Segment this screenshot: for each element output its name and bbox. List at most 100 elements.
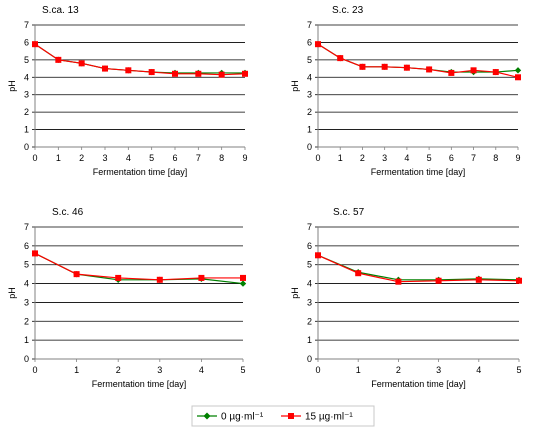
y-tick-label: 2: [307, 107, 312, 117]
data-point-square: [516, 277, 522, 284]
x-axis-label: Fermentation time [day]: [93, 167, 188, 177]
data-point-square: [355, 270, 362, 277]
series-line-0: [317, 43, 519, 73]
x-axis-label: Fermentation time [day]: [92, 379, 187, 389]
x-tick-label: 0: [32, 153, 37, 163]
y-tick-label: 1: [307, 335, 312, 345]
chart-panel-2: S.c. 46 0 1 2 3 4 5 6 7 0 1 2 3 4 5 Fermentation time […: [7, 207, 247, 389]
y-tick-label: 7: [24, 20, 29, 30]
x-tick-label: 5: [516, 365, 521, 375]
y-axis-label: pH: [7, 80, 17, 92]
x-tick-label: 7: [196, 153, 201, 163]
x-tick-label: 8: [493, 153, 498, 163]
data-point-square: [381, 63, 388, 70]
y-tick-label: 4: [307, 279, 312, 289]
data-point-square: [448, 69, 455, 76]
x-tick-label: 1: [56, 153, 61, 163]
y-tick-label: 5: [24, 55, 29, 65]
x-tick-label: 5: [240, 365, 245, 375]
data-point-square: [435, 277, 442, 284]
data-point-square: [240, 274, 246, 281]
data-point-square: [470, 67, 477, 74]
x-axis-label: Fermentation time [day]: [371, 379, 466, 389]
y-tick-label: 2: [307, 316, 312, 326]
series-line-1: [317, 43, 519, 78]
chart-title: S.c. 46: [52, 207, 84, 218]
x-tick-label: 4: [199, 365, 204, 375]
x-tick-label: 0: [315, 365, 320, 375]
data-point-square: [125, 67, 132, 74]
x-tick-label: 4: [126, 153, 131, 163]
data-point-square: [315, 252, 321, 259]
y-tick-label: 4: [24, 72, 29, 82]
chart-panel-0: S.ca. 13 0 1 2 3 4 5 6 7 0 1 2 3 4 5 6 7 8 9 Fermentation t…: [7, 5, 249, 177]
y-tick-label: 5: [24, 260, 29, 270]
y-tick-label: 2: [24, 316, 29, 326]
series-line-1: [317, 254, 520, 283]
x-tick-label: 3: [157, 365, 162, 375]
y-tick-label: 7: [307, 20, 312, 30]
data-point-square: [148, 69, 155, 76]
data-point-square: [55, 56, 62, 63]
legend-label-0: 0 µg·ml⁻¹: [221, 412, 264, 423]
y-tick-label: 7: [24, 222, 29, 232]
data-point-square: [492, 69, 499, 76]
legend-marker-square: [288, 413, 294, 419]
y-tick-label: 6: [307, 241, 312, 251]
legend-marker-diamond: [203, 412, 211, 420]
data-point-diamond: [514, 67, 522, 74]
y-tick-label: 7: [307, 222, 312, 232]
legend: 0 µg·ml⁻¹ 15 µg·ml⁻¹: [191, 405, 375, 427]
x-tick-label: 7: [471, 153, 476, 163]
x-tick-label: 4: [404, 153, 409, 163]
data-point-square: [172, 70, 178, 77]
data-point-square: [218, 71, 225, 78]
x-tick-label: 2: [116, 365, 121, 375]
x-tick-label: 1: [338, 153, 343, 163]
x-tick-label: 2: [79, 153, 84, 163]
series-line-0: [34, 43, 245, 74]
y-tick-label: 3: [24, 297, 29, 307]
data-point-square: [403, 64, 410, 71]
series-line-1: [34, 252, 243, 281]
chart-panels: S.ca. 13 0 1 2 3 4 5 6 7 0 1 2 3 4 5 6 7 8 9 Fermentation t…: [7, 5, 523, 389]
x-tick-label: 3: [102, 153, 107, 163]
data-point-square: [102, 65, 108, 72]
y-tick-label: 4: [307, 72, 312, 82]
y-tick-label: 1: [24, 335, 29, 345]
data-point-square: [475, 276, 482, 283]
x-axis-label: Fermentation time [day]: [371, 167, 466, 177]
data-point-square: [198, 274, 205, 281]
x-tick-label: 4: [476, 365, 481, 375]
chart-panel-3: S.c. 57 0 1 2 3 4 5 6 7 0 1 2 3 4 5 Fermentation time […: [290, 207, 523, 389]
x-tick-label: 9: [515, 153, 520, 163]
data-point-square: [156, 276, 163, 283]
chart-title: S.ca. 13: [42, 5, 79, 16]
x-tick-label: 3: [382, 153, 387, 163]
x-tick-label: 3: [436, 365, 441, 375]
chart-panel-1: S.c. 23 0 1 2 3 4 5 6 7 0 1 2 3 4 5 6 7 8 9 Fermentation ti…: [290, 5, 522, 177]
y-tick-label: 5: [307, 55, 312, 65]
x-tick-label: 5: [149, 153, 154, 163]
data-point-square: [395, 278, 402, 285]
y-tick-label: 5: [307, 260, 312, 270]
legend-label-1: 15 µg·ml⁻¹: [305, 412, 353, 423]
y-tick-label: 3: [307, 297, 312, 307]
data-point-square: [515, 74, 521, 81]
y-tick-label: 0: [24, 354, 29, 364]
y-tick-label: 3: [24, 90, 29, 100]
y-tick-label: 1: [307, 125, 312, 135]
x-tick-label: 0: [32, 365, 37, 375]
y-tick-label: 6: [24, 37, 29, 47]
data-point-square: [32, 250, 38, 257]
data-point-square: [115, 274, 122, 281]
y-tick-label: 0: [307, 142, 312, 152]
x-tick-label: 8: [219, 153, 224, 163]
x-tick-label: 9: [242, 153, 247, 163]
x-tick-label: 6: [172, 153, 177, 163]
y-tick-label: 6: [24, 241, 29, 251]
chart-title: S.c. 23: [332, 5, 364, 16]
y-tick-label: 4: [24, 279, 29, 289]
y-tick-label: 1: [24, 125, 29, 135]
